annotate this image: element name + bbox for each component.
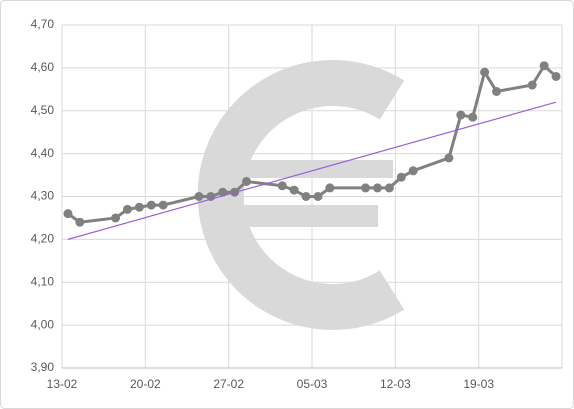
x-tick-label: 12-03 bbox=[380, 377, 411, 391]
y-tick-label: 4,70 bbox=[31, 17, 55, 31]
data-point bbox=[551, 71, 561, 81]
data-point bbox=[527, 80, 537, 90]
data-point bbox=[218, 187, 228, 197]
y-tick-label: 4,30 bbox=[31, 189, 55, 203]
data-point bbox=[111, 213, 121, 223]
data-point bbox=[158, 200, 168, 210]
y-tick-label: 4,60 bbox=[31, 60, 55, 74]
x-tick-label: 27-02 bbox=[213, 377, 244, 391]
data-point bbox=[134, 202, 144, 212]
data-point bbox=[122, 204, 132, 214]
data-point bbox=[277, 181, 287, 191]
data-point bbox=[361, 183, 371, 193]
data-point bbox=[372, 183, 382, 193]
data-point bbox=[242, 176, 252, 186]
x-tick-label: 13-02 bbox=[47, 377, 78, 391]
data-point bbox=[289, 185, 299, 195]
data-point bbox=[384, 183, 394, 193]
y-tick-label: 4,50 bbox=[31, 103, 55, 117]
x-tick-label: 05-03 bbox=[297, 377, 328, 391]
y-tick-label: 4,20 bbox=[31, 232, 55, 246]
y-tick-label: 3,90 bbox=[31, 360, 55, 374]
data-point bbox=[146, 200, 156, 210]
y-tick-label: 4,10 bbox=[31, 274, 55, 288]
x-tick-label: 20-02 bbox=[130, 377, 161, 391]
data-point bbox=[75, 217, 85, 227]
data-point bbox=[325, 183, 335, 193]
euro-bar bbox=[233, 205, 378, 227]
data-point bbox=[468, 112, 478, 122]
trend-line bbox=[67, 101, 557, 240]
x-tick-label: 19-03 bbox=[463, 377, 494, 391]
data-point bbox=[480, 67, 490, 77]
data-point bbox=[456, 110, 466, 120]
y-tick-label: 4,00 bbox=[31, 317, 55, 331]
y-tick-label: 4,40 bbox=[31, 146, 55, 160]
data-point bbox=[444, 153, 454, 163]
data-point bbox=[301, 192, 311, 201]
euro-bar bbox=[233, 160, 393, 178]
data-point bbox=[539, 61, 549, 71]
data-point bbox=[313, 192, 323, 201]
data-point bbox=[408, 166, 418, 176]
data-point bbox=[492, 86, 502, 96]
data-point bbox=[63, 209, 73, 219]
data-point bbox=[396, 172, 406, 182]
data-point bbox=[194, 192, 204, 201]
